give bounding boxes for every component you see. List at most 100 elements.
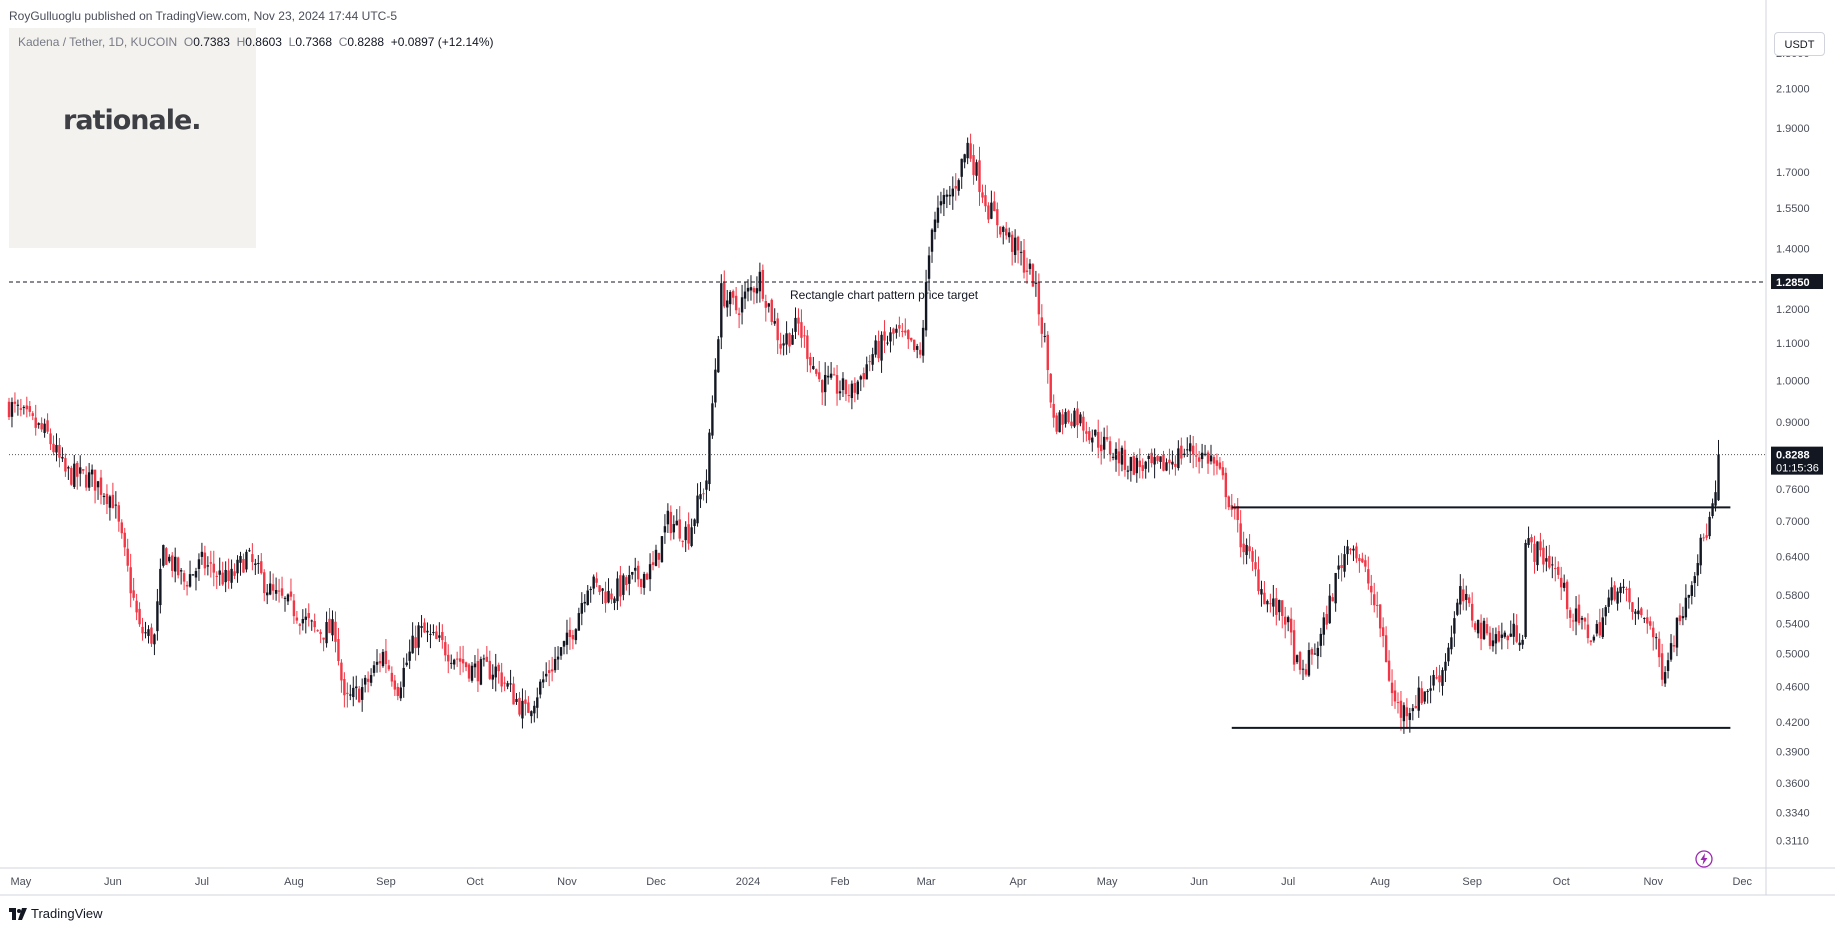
candle: [1019, 241, 1023, 266]
candle: [568, 617, 572, 650]
candle: [1186, 437, 1189, 458]
candle: [565, 619, 569, 655]
candle: [141, 617, 144, 641]
candle: [1352, 545, 1355, 562]
candle: [530, 710, 533, 724]
candle: [1512, 613, 1515, 645]
candle: [1123, 440, 1127, 477]
candle: [838, 380, 842, 401]
candle: [1331, 593, 1334, 602]
candle: [815, 368, 818, 377]
candle: [559, 647, 563, 660]
candle: [1542, 539, 1545, 573]
candle: [1450, 625, 1453, 655]
candle: [144, 621, 147, 639]
candle: [797, 308, 800, 336]
candle: [672, 515, 676, 540]
x-tick-label: Mar: [917, 876, 936, 888]
candle: [49, 428, 52, 450]
candle: [1224, 467, 1228, 510]
candle: [266, 584, 269, 605]
candle: [622, 573, 625, 601]
candle: [1150, 448, 1153, 468]
countdown-timer: 01:15:36: [1776, 463, 1819, 475]
candle: [1310, 647, 1314, 665]
candle: [717, 335, 720, 373]
candle: [1717, 439, 1720, 501]
candle: [1147, 453, 1150, 473]
candle: [598, 585, 601, 596]
candle: [512, 676, 515, 705]
candle: [381, 649, 385, 668]
candle: [476, 648, 480, 693]
candle: [349, 684, 352, 701]
candle: [1557, 561, 1560, 579]
candle: [479, 656, 483, 686]
candle: [918, 342, 922, 359]
candle: [1554, 556, 1557, 582]
candle: [731, 289, 735, 305]
candle: [245, 549, 248, 573]
candle: [1456, 598, 1459, 617]
candle: [73, 455, 76, 489]
candle: [927, 246, 931, 291]
candle: [746, 279, 750, 302]
candle: [1402, 702, 1406, 734]
x-tick-label: Sep: [376, 876, 396, 888]
candle: [1432, 670, 1435, 691]
candle: [1236, 498, 1239, 533]
candle: [1693, 572, 1696, 598]
candle: [1138, 448, 1141, 479]
candle: [889, 327, 892, 353]
candle: [171, 552, 174, 578]
candle: [494, 653, 497, 692]
candle: [1417, 676, 1420, 718]
candle: [699, 481, 702, 508]
candle: [1260, 580, 1263, 607]
candle: [1598, 608, 1601, 639]
candle: [776, 312, 779, 355]
candle: [993, 191, 996, 212]
tradingview-brand[interactable]: TradingView: [9, 906, 103, 921]
candle: [999, 226, 1002, 238]
candle: [1242, 531, 1245, 565]
candle: [788, 332, 791, 354]
candle: [800, 309, 803, 348]
candle: [236, 555, 239, 583]
candle: [1711, 498, 1714, 519]
candle: [1628, 580, 1631, 610]
candle: [1405, 698, 1409, 729]
candle: [1067, 409, 1070, 424]
y-tick-label: 0.7000: [1776, 516, 1810, 528]
candle: [862, 367, 865, 388]
candle: [1408, 707, 1412, 733]
symbol-info-line: Kadena / Tether, 1D, KUCOIN O0.7383 H0.8…: [18, 35, 494, 49]
candle: [1690, 581, 1694, 605]
candle: [696, 483, 699, 527]
currency-selector-button[interactable]: USDT: [1774, 32, 1825, 56]
candle: [191, 574, 195, 576]
candle: [369, 668, 373, 687]
candle: [1025, 257, 1029, 284]
candle: [1037, 273, 1041, 326]
candle: [663, 514, 667, 544]
candle: [1702, 533, 1705, 542]
candle: [1165, 458, 1168, 472]
candle: [954, 173, 957, 201]
candle: [509, 669, 512, 693]
candle: [1610, 577, 1613, 605]
candle: [1046, 331, 1049, 384]
candle: [1696, 554, 1699, 587]
y-tick-label: 0.4200: [1776, 717, 1810, 729]
candle: [411, 622, 414, 654]
lightning-icon[interactable]: [1695, 850, 1713, 868]
candle: [248, 547, 251, 552]
candle: [924, 269, 928, 337]
candle: [1414, 695, 1417, 709]
candle: [1085, 421, 1088, 442]
candle: [812, 356, 815, 370]
candle: [1601, 608, 1604, 640]
candle: [740, 284, 744, 325]
candle: [936, 195, 940, 229]
